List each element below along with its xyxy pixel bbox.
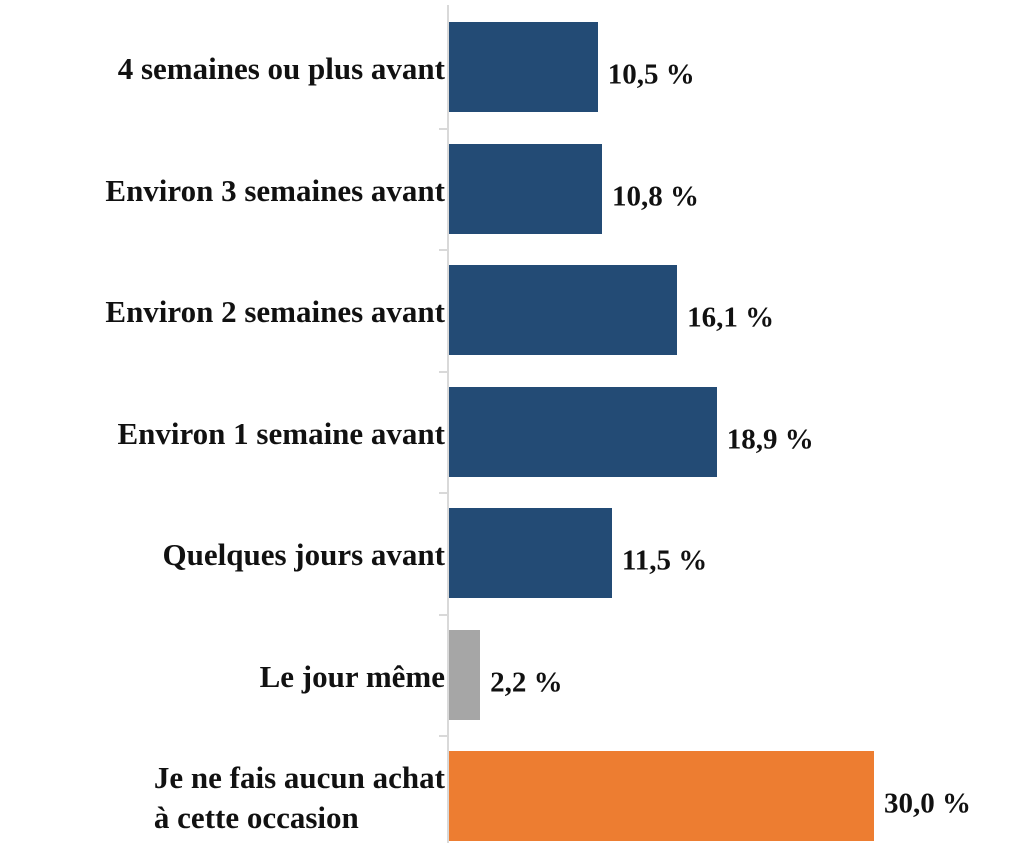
- bar: [449, 751, 874, 841]
- category-label: Environ 1 semaine avant: [117, 415, 445, 451]
- category-separator: [439, 492, 448, 495]
- category-label: Quelques jours avant: [162, 537, 445, 572]
- bar: [449, 22, 598, 112]
- category-separator: [439, 613, 448, 616]
- value-label: 11,5 %: [621, 544, 708, 577]
- bar: [449, 265, 678, 355]
- category-label: Le jour même: [259, 658, 445, 694]
- category-label: 4 semaines ou plus avant: [117, 51, 445, 86]
- bar: [449, 143, 602, 234]
- value-label: 2,2 %: [490, 666, 563, 698]
- bar: [449, 508, 612, 598]
- axis-line: [447, 5, 449, 843]
- category-separator: [439, 370, 448, 373]
- value-label: 16,1 %: [687, 301, 775, 334]
- value-label: 10,8 %: [612, 180, 699, 212]
- category-separator: [439, 127, 448, 130]
- bar: [449, 629, 481, 720]
- category-label: Environ 3 semaines avant: [105, 172, 445, 208]
- bar: [449, 386, 717, 477]
- value-label: 30,0 %: [884, 787, 971, 820]
- category-separator: [439, 735, 448, 738]
- category-label: Environ 2 semaines avant: [105, 294, 445, 329]
- value-label: 10,5 %: [607, 58, 695, 91]
- category-separator: [439, 249, 448, 252]
- category-label: Je ne fais aucun achat à cette occasion: [153, 760, 445, 835]
- value-label: 18,9 %: [726, 423, 814, 455]
